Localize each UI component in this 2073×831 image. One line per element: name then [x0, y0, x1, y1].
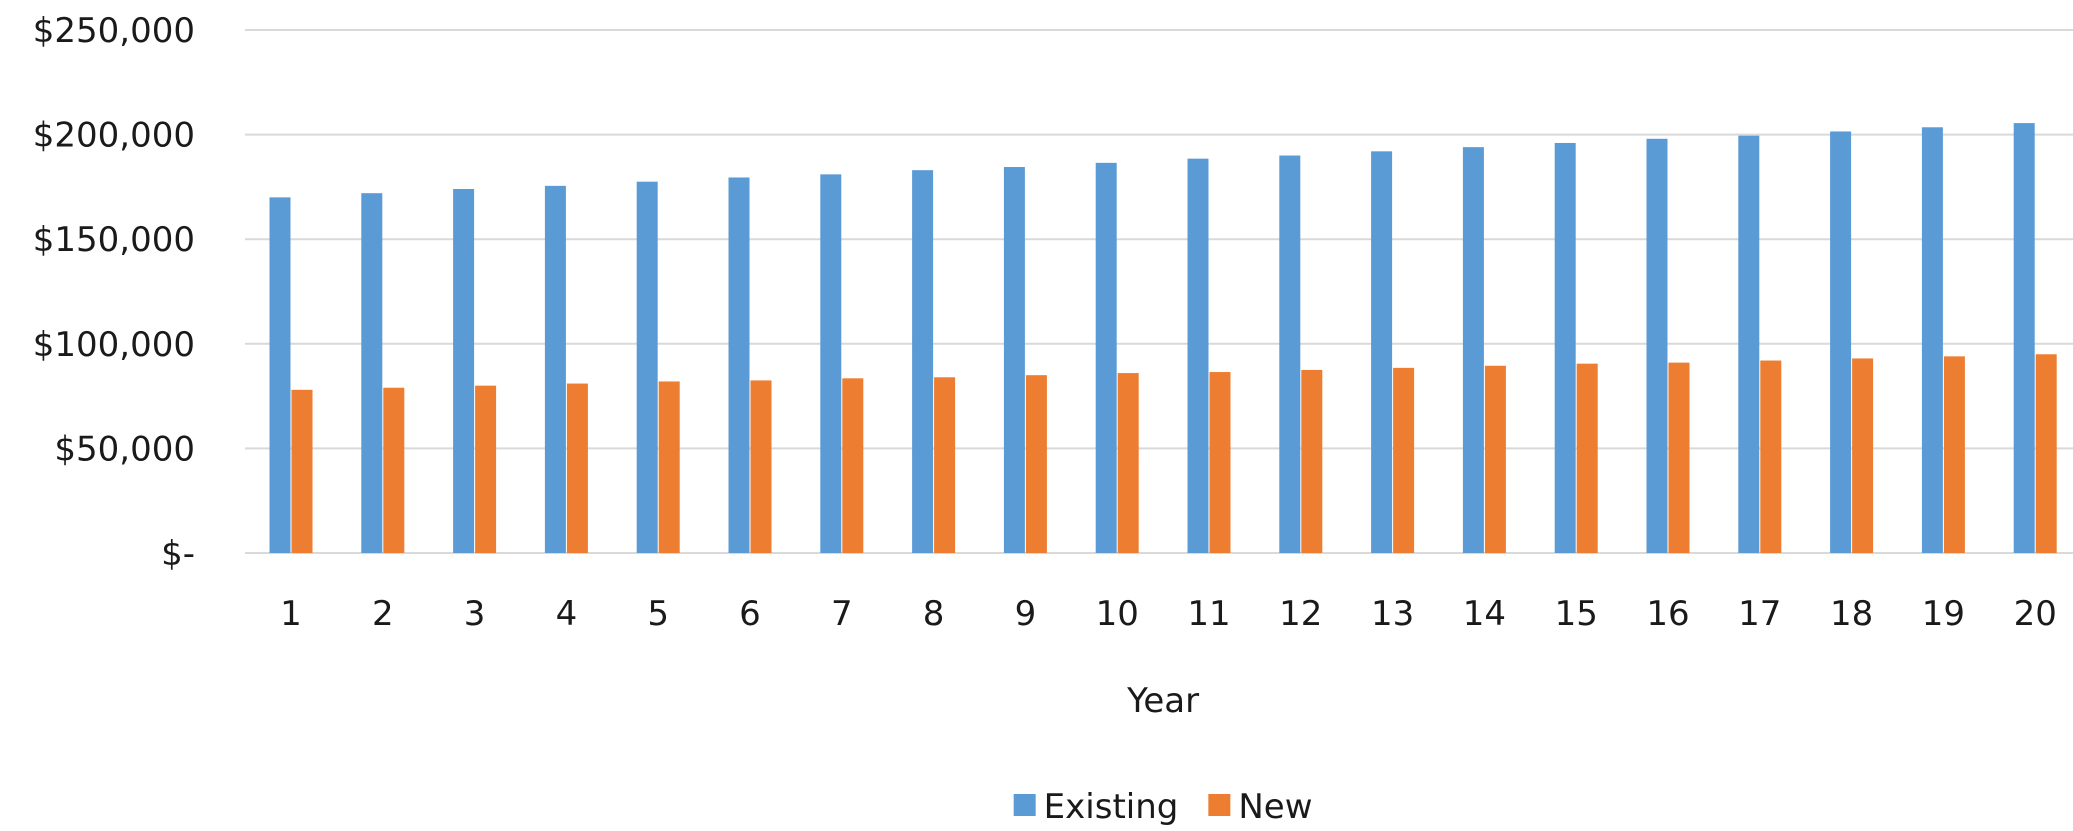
y-axis-tick-labels: $- $50,000 $100,000 $150,000 $200,000 $250,00… [33, 11, 195, 574]
x-tick-label: 6 [739, 594, 761, 634]
x-tick-label: 19 [1922, 594, 1965, 634]
bar-new-15 [1576, 363, 1598, 553]
x-tick-label: 18 [1830, 594, 1873, 634]
bar-existing-1 [269, 197, 291, 554]
y-tick-label: $- [161, 534, 195, 574]
bar-new-12 [1301, 369, 1323, 553]
bar-existing-20 [2013, 123, 2035, 554]
x-tick-label: 3 [464, 594, 486, 634]
bar-existing-7 [820, 174, 842, 553]
x-tick-label: 4 [556, 594, 578, 634]
bar-existing-9 [1003, 167, 1025, 553]
bar-existing-13 [1371, 151, 1393, 553]
bar-existing-17 [1738, 135, 1760, 553]
legend-item-new: New [1208, 787, 1313, 827]
x-tick-label: 7 [831, 594, 853, 634]
bar-new-19 [1943, 356, 1965, 553]
bar-existing-18 [1830, 131, 1852, 553]
bar-new-20 [2035, 354, 2057, 553]
x-tick-label: 16 [1646, 594, 1689, 634]
bars [269, 123, 2057, 554]
bar-existing-6 [728, 177, 750, 553]
bar-new-8 [934, 377, 956, 553]
bar-new-4 [566, 383, 588, 553]
legend-swatch [1208, 794, 1231, 816]
bar-existing-8 [912, 170, 934, 553]
bar-existing-5 [636, 181, 658, 554]
bar-existing-16 [1646, 138, 1668, 553]
bar-new-2 [383, 387, 405, 553]
x-tick-label: 14 [1463, 594, 1506, 634]
x-tick-label: 13 [1371, 594, 1414, 634]
x-tick-label: 12 [1279, 594, 1322, 634]
bar-new-9 [1025, 375, 1047, 553]
legend: Existing New [1013, 787, 1313, 827]
y-tick-label: $150,000 [33, 220, 195, 260]
x-tick-label: 5 [647, 594, 669, 634]
legend-item-existing: Existing [1013, 787, 1179, 827]
x-axis-tick-labels: 1 2 3 4 5 6 7 8 9 10 11 12 13 14 15 16 17 18 19 20 [280, 594, 2057, 634]
bar-new-14 [1484, 365, 1506, 553]
y-tick-label: $50,000 [54, 429, 195, 469]
x-tick-label: 1 [280, 594, 302, 634]
bar-new-6 [750, 380, 772, 553]
bar-new-18 [1852, 358, 1874, 553]
bar-new-3 [475, 385, 497, 553]
bar-existing-2 [361, 193, 383, 553]
legend-swatch [1013, 794, 1036, 816]
bar-existing-10 [1095, 162, 1117, 554]
bar-new-5 [658, 381, 680, 553]
bar-existing-14 [1462, 147, 1484, 554]
x-tick-label: 10 [1096, 594, 1139, 634]
x-tick-label: 11 [1187, 594, 1230, 634]
bar-new-7 [842, 378, 864, 553]
bar-new-10 [1117, 373, 1139, 553]
bar-existing-19 [1921, 127, 1943, 553]
y-tick-label: $200,000 [33, 116, 195, 156]
bar-new-11 [1209, 372, 1231, 553]
legend-label: New [1238, 787, 1312, 827]
bar-new-1 [291, 389, 313, 553]
x-tick-label: 2 [372, 594, 394, 634]
bar-existing-11 [1187, 158, 1209, 553]
x-tick-label: 20 [2014, 594, 2057, 634]
bar-new-16 [1668, 362, 1690, 553]
bar-existing-15 [1554, 142, 1576, 553]
bar-existing-12 [1279, 155, 1301, 553]
bar-new-17 [1760, 360, 1782, 553]
x-axis-title: Year [1126, 681, 1199, 721]
bar-existing-3 [453, 188, 475, 553]
x-tick-label: 15 [1555, 594, 1598, 634]
y-tick-label: $250,000 [33, 11, 195, 51]
bar-new-13 [1393, 367, 1415, 553]
x-tick-label: 8 [923, 594, 945, 634]
y-tick-label: $100,000 [33, 325, 195, 365]
gridlines [245, 29, 2073, 554]
legend-label: Existing [1044, 787, 1179, 827]
x-tick-label: 17 [1738, 594, 1781, 634]
bar-existing-4 [544, 185, 566, 553]
x-tick-label: 9 [1015, 594, 1037, 634]
